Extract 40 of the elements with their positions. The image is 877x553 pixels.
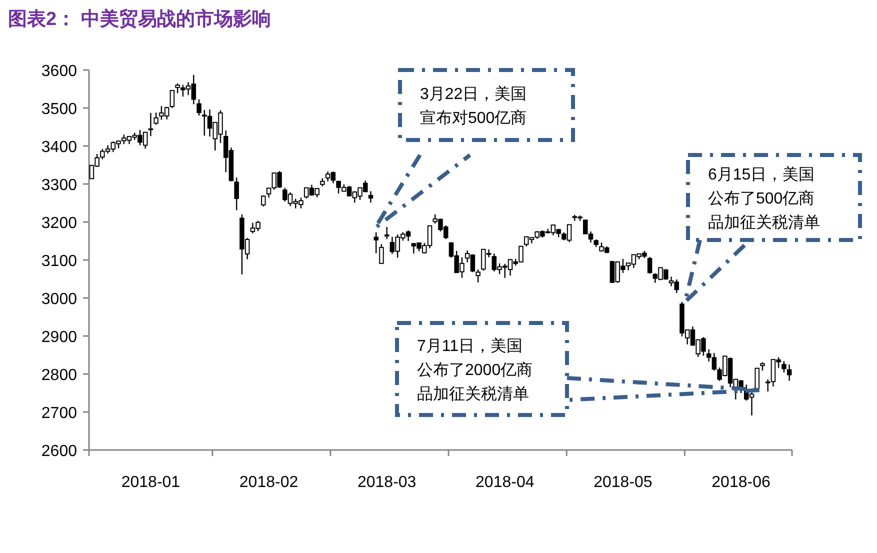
y-tick-label: 2800 — [41, 367, 78, 384]
candlestick — [368, 190, 374, 204]
candlestick — [384, 226, 390, 240]
annotation: 品加征关税清单 — [417, 385, 529, 403]
x-tick-label: 2018-06 — [712, 474, 770, 491]
candlestick — [782, 360, 786, 374]
candlestick — [374, 232, 378, 254]
chart-title: 图表2： 中美贸易战的市场影响 — [8, 8, 271, 30]
y-tick-label: 3600 — [41, 63, 78, 80]
annotation: 7月11日，美国 — [417, 337, 523, 355]
y-tick-label: 2700 — [41, 405, 78, 422]
y-tick-label: 3300 — [41, 177, 78, 194]
x-tick-label: 2018-03 — [357, 474, 416, 491]
annotation: 6月15日，美国 — [708, 166, 815, 184]
candlestick — [170, 90, 175, 109]
y-tick-label: 3000 — [41, 291, 78, 308]
x-tick-label: 2018-04 — [476, 474, 534, 491]
annotation: 公布了2000亿商 — [417, 361, 533, 379]
candlestick — [234, 176, 239, 211]
candlestick — [148, 112, 154, 137]
y-tick-label: 3100 — [41, 253, 78, 270]
candlestick — [476, 268, 480, 284]
x-tick-label: 2018-01 — [121, 474, 180, 491]
y-tick-label: 3400 — [41, 139, 78, 156]
annotation: 品加征关税清单 — [708, 214, 820, 232]
candlestick — [379, 243, 384, 264]
annotation: 公布了500亿商 — [708, 190, 815, 208]
annotation: 宣布对500亿商 — [420, 109, 527, 127]
x-tick-label: 2018-02 — [239, 474, 298, 491]
candlestick — [196, 98, 202, 116]
candlestick — [754, 368, 760, 390]
candlestick — [786, 364, 792, 382]
y-tick-label: 3500 — [41, 101, 78, 118]
y-tick-label: 2900 — [41, 329, 78, 346]
candlestick — [154, 112, 158, 126]
y-tick-label: 3200 — [41, 215, 78, 232]
y-tick-label: 2600 — [41, 443, 78, 460]
candlestick — [647, 256, 652, 274]
x-tick-label: 2018-05 — [594, 474, 652, 491]
annotation: 3月22日，美国 — [420, 85, 527, 103]
